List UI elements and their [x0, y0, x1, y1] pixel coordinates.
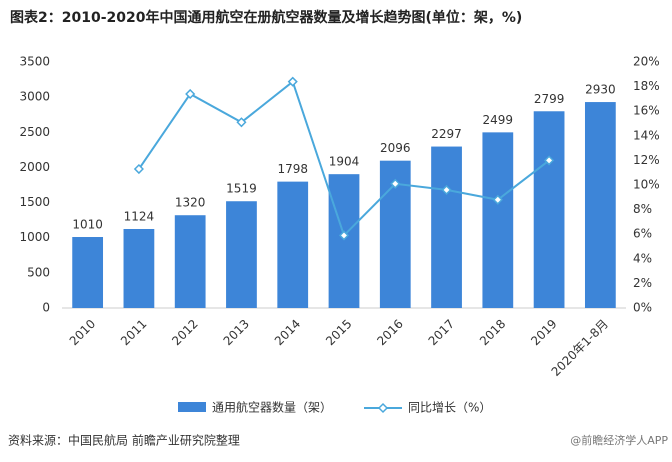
data-label: 2799 [534, 92, 565, 106]
y2-tick-label: 16% [633, 104, 660, 118]
x-tick-label: 2012 [169, 317, 200, 348]
data-label: 2096 [380, 141, 411, 155]
line-marker [492, 194, 503, 205]
y-tick-label: 500 [27, 265, 50, 279]
y2-tick-label: 18% [633, 79, 660, 93]
line-marker [390, 178, 401, 189]
bar [533, 111, 565, 308]
bar [584, 102, 616, 308]
y-tick-label: 0 [42, 301, 50, 315]
y2-tick-label: 6% [633, 227, 652, 241]
legend-swatch [377, 402, 389, 414]
y2-tick-label: 12% [633, 153, 660, 167]
x-tick-label: 2017 [426, 317, 457, 348]
y-tick-label: 3500 [19, 55, 50, 69]
x-tick-label: 2018 [477, 317, 508, 348]
y2-tick-label: 20% [633, 55, 660, 69]
y2-tick-label: 8% [633, 202, 652, 216]
bar [174, 215, 206, 308]
bar [482, 132, 514, 308]
legend-label: 通用航空器数量（架） [212, 400, 332, 415]
data-label: 1320 [175, 196, 206, 210]
data-label: 2930 [585, 83, 616, 97]
chart-title: 图表2：2010-2020年中国通用航空在册航空器数量及增长趋势图(单位：架，%… [10, 9, 522, 26]
data-label: 1519 [226, 182, 257, 196]
bar [277, 181, 309, 308]
line-marker [544, 155, 555, 166]
x-tick-label: 2011 [118, 317, 149, 348]
y2-tick-label: 14% [633, 128, 660, 142]
y-tick-label: 1000 [19, 230, 50, 244]
watermark: @前瞻经济学人APP [570, 433, 668, 447]
y-tick-label: 2000 [19, 160, 50, 174]
x-tick-label: 2013 [221, 317, 252, 348]
data-label: 1010 [72, 218, 103, 232]
x-tick-label: 2019 [528, 317, 559, 348]
y-tick-label: 1500 [19, 195, 50, 209]
line-marker [133, 163, 144, 175]
y-tick-label: 2500 [19, 125, 50, 139]
bar [72, 237, 104, 308]
y2-tick-label: 10% [633, 178, 660, 192]
bar [123, 228, 155, 308]
line-marker [236, 117, 247, 128]
line-marker [185, 88, 196, 100]
y2-tick-label: 0% [633, 301, 652, 315]
data-label: 1904 [329, 155, 360, 169]
y-tick-label: 3000 [19, 90, 50, 104]
legend-label: 同比增长（%） [408, 401, 491, 415]
bar [431, 146, 462, 308]
line-marker [338, 230, 350, 241]
data-label: 2499 [483, 113, 514, 127]
x-tick-label: 2014 [272, 317, 303, 348]
y2-tick-label: 2% [633, 276, 652, 290]
data-label: 1124 [124, 209, 155, 223]
bar [226, 201, 257, 308]
x-tick-label: 2015 [323, 317, 354, 348]
x-tick-label: 2016 [374, 317, 405, 348]
line-marker [441, 184, 452, 195]
y2-tick-label: 4% [633, 251, 652, 265]
line-marker [287, 76, 298, 87]
bar [328, 174, 360, 308]
source-note: 资料来源：中国民航局 前瞻产业研究院整理 [8, 433, 240, 448]
data-label: 1798 [277, 162, 308, 176]
x-tick-label: 2010 [67, 317, 98, 348]
data-label: 2297 [431, 127, 462, 141]
legend-swatch [178, 402, 206, 412]
